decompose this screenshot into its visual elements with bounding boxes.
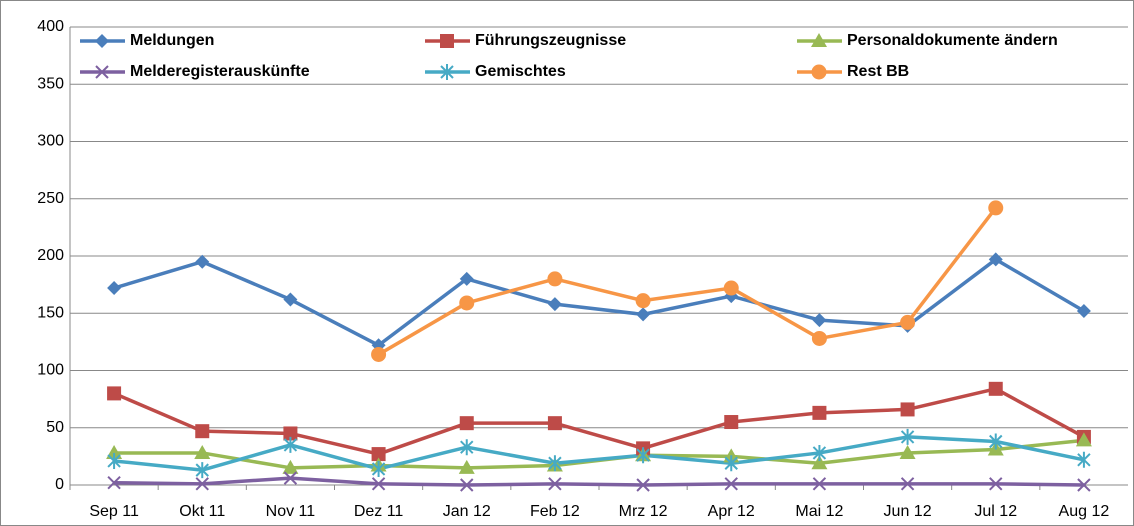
- x-tick-label: Feb 12: [530, 503, 580, 520]
- marker: [107, 452, 121, 469]
- legend-label: Rest BB: [847, 63, 909, 80]
- marker: [900, 477, 915, 491]
- marker: [547, 271, 563, 287]
- marker: [283, 426, 298, 441]
- y-tick-label: 0: [55, 476, 64, 493]
- marker: [371, 460, 386, 477]
- marker: [195, 254, 210, 269]
- legend-marker: [95, 65, 109, 79]
- x-tick-label: Sep 11: [89, 503, 139, 520]
- marker: [1075, 432, 1092, 447]
- marker: [547, 416, 562, 431]
- x-tick-label: Mrz 12: [619, 503, 668, 520]
- series-line: [113, 257, 1085, 348]
- marker: [636, 447, 650, 464]
- legend-marker: [811, 33, 827, 47]
- marker: [547, 297, 562, 312]
- x-tick-label: Aug 12: [1059, 503, 1110, 520]
- y-tick-label: 350: [37, 75, 64, 92]
- marker: [1077, 478, 1091, 492]
- series-line: [114, 476, 1084, 487]
- marker: [724, 415, 739, 430]
- marker: [635, 293, 651, 309]
- marker: [459, 271, 474, 286]
- marker: [812, 405, 827, 420]
- legend-label: Personaldokumente ändern: [847, 32, 1058, 49]
- y-tick-label: 150: [37, 304, 64, 321]
- x-tick-label: Mai 12: [795, 503, 843, 520]
- legend-marker: [440, 34, 454, 48]
- marker: [812, 313, 827, 328]
- legend-label: Gemischtes: [475, 63, 566, 80]
- marker: [900, 402, 915, 417]
- x-tick-label: Jul 12: [974, 503, 1017, 520]
- x-tick-label: Nov 11: [266, 503, 316, 520]
- marker: [195, 462, 209, 479]
- marker: [636, 307, 651, 322]
- marker: [458, 459, 475, 474]
- y-tick-label: 200: [37, 247, 64, 264]
- legend-label: Melderegisterauskünfte: [130, 63, 310, 80]
- marker: [900, 428, 915, 445]
- marker: [459, 295, 475, 311]
- legend-marker: [440, 64, 454, 80]
- marker: [195, 477, 209, 491]
- marker: [282, 459, 299, 474]
- marker: [106, 444, 123, 459]
- marker: [811, 455, 828, 470]
- legend-label: Meldungen: [130, 32, 214, 49]
- marker: [548, 477, 562, 491]
- legend-marker: [811, 64, 827, 80]
- marker: [636, 478, 650, 492]
- marker: [283, 436, 298, 453]
- marker: [988, 200, 1004, 216]
- legend-marker: [95, 34, 109, 48]
- marker: [988, 252, 1003, 267]
- legend-label: Führungszeugnisse: [475, 32, 626, 49]
- marker: [989, 477, 1003, 491]
- marker: [899, 444, 916, 459]
- marker: [460, 478, 474, 492]
- marker: [195, 424, 210, 439]
- marker: [371, 477, 386, 491]
- x-tick-label: Dez 11: [354, 503, 404, 520]
- series-line: [377, 206, 998, 356]
- y-tick-label: 300: [37, 133, 64, 150]
- marker: [724, 477, 738, 491]
- x-tick-label: Okt 11: [179, 503, 225, 520]
- series-line: [113, 435, 1085, 472]
- x-tick-label: Jun 12: [884, 503, 932, 520]
- marker: [283, 292, 298, 307]
- series-line: [113, 387, 1085, 456]
- marker: [459, 416, 474, 431]
- marker: [723, 280, 739, 296]
- marker: [812, 444, 827, 461]
- marker: [989, 433, 1003, 450]
- marker: [107, 386, 122, 401]
- marker: [460, 439, 474, 456]
- y-tick-label: 400: [37, 18, 64, 35]
- marker: [107, 281, 122, 296]
- marker: [724, 455, 738, 472]
- marker: [194, 444, 211, 459]
- y-tick-label: 50: [46, 419, 64, 436]
- x-tick-label: Jan 12: [443, 503, 491, 520]
- marker: [548, 455, 562, 472]
- y-tick-label: 250: [37, 190, 64, 207]
- marker: [371, 346, 387, 362]
- marker: [988, 381, 1003, 396]
- marker: [283, 471, 298, 485]
- marker: [900, 314, 916, 330]
- marker: [371, 447, 386, 462]
- marker: [1076, 303, 1091, 318]
- x-tick-label: Apr 12: [708, 503, 755, 520]
- marker: [107, 476, 121, 490]
- marker: [811, 330, 827, 346]
- marker: [812, 477, 827, 491]
- y-tick-label: 100: [37, 362, 64, 379]
- marker: [1077, 451, 1091, 468]
